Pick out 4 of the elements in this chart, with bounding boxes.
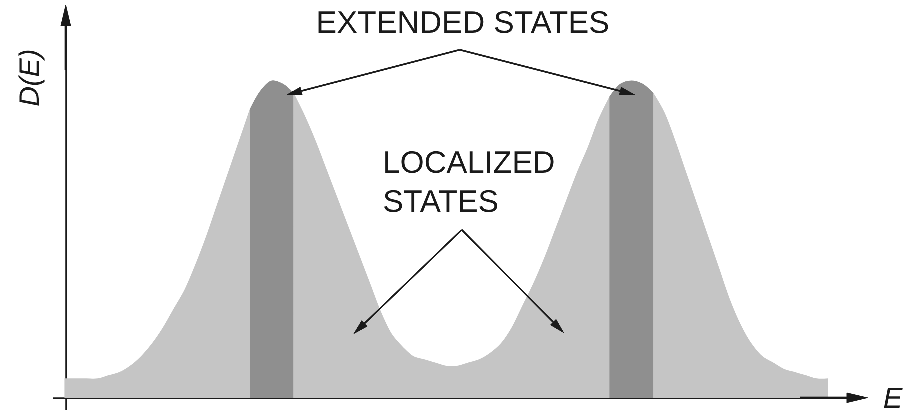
y-axis-title: D(E) — [14, 49, 45, 107]
text: EXTENDED STATES — [316, 5, 610, 40]
x-axis-title: E — [883, 383, 904, 411]
annotation: LOCALIZED STATES — [383, 145, 556, 219]
